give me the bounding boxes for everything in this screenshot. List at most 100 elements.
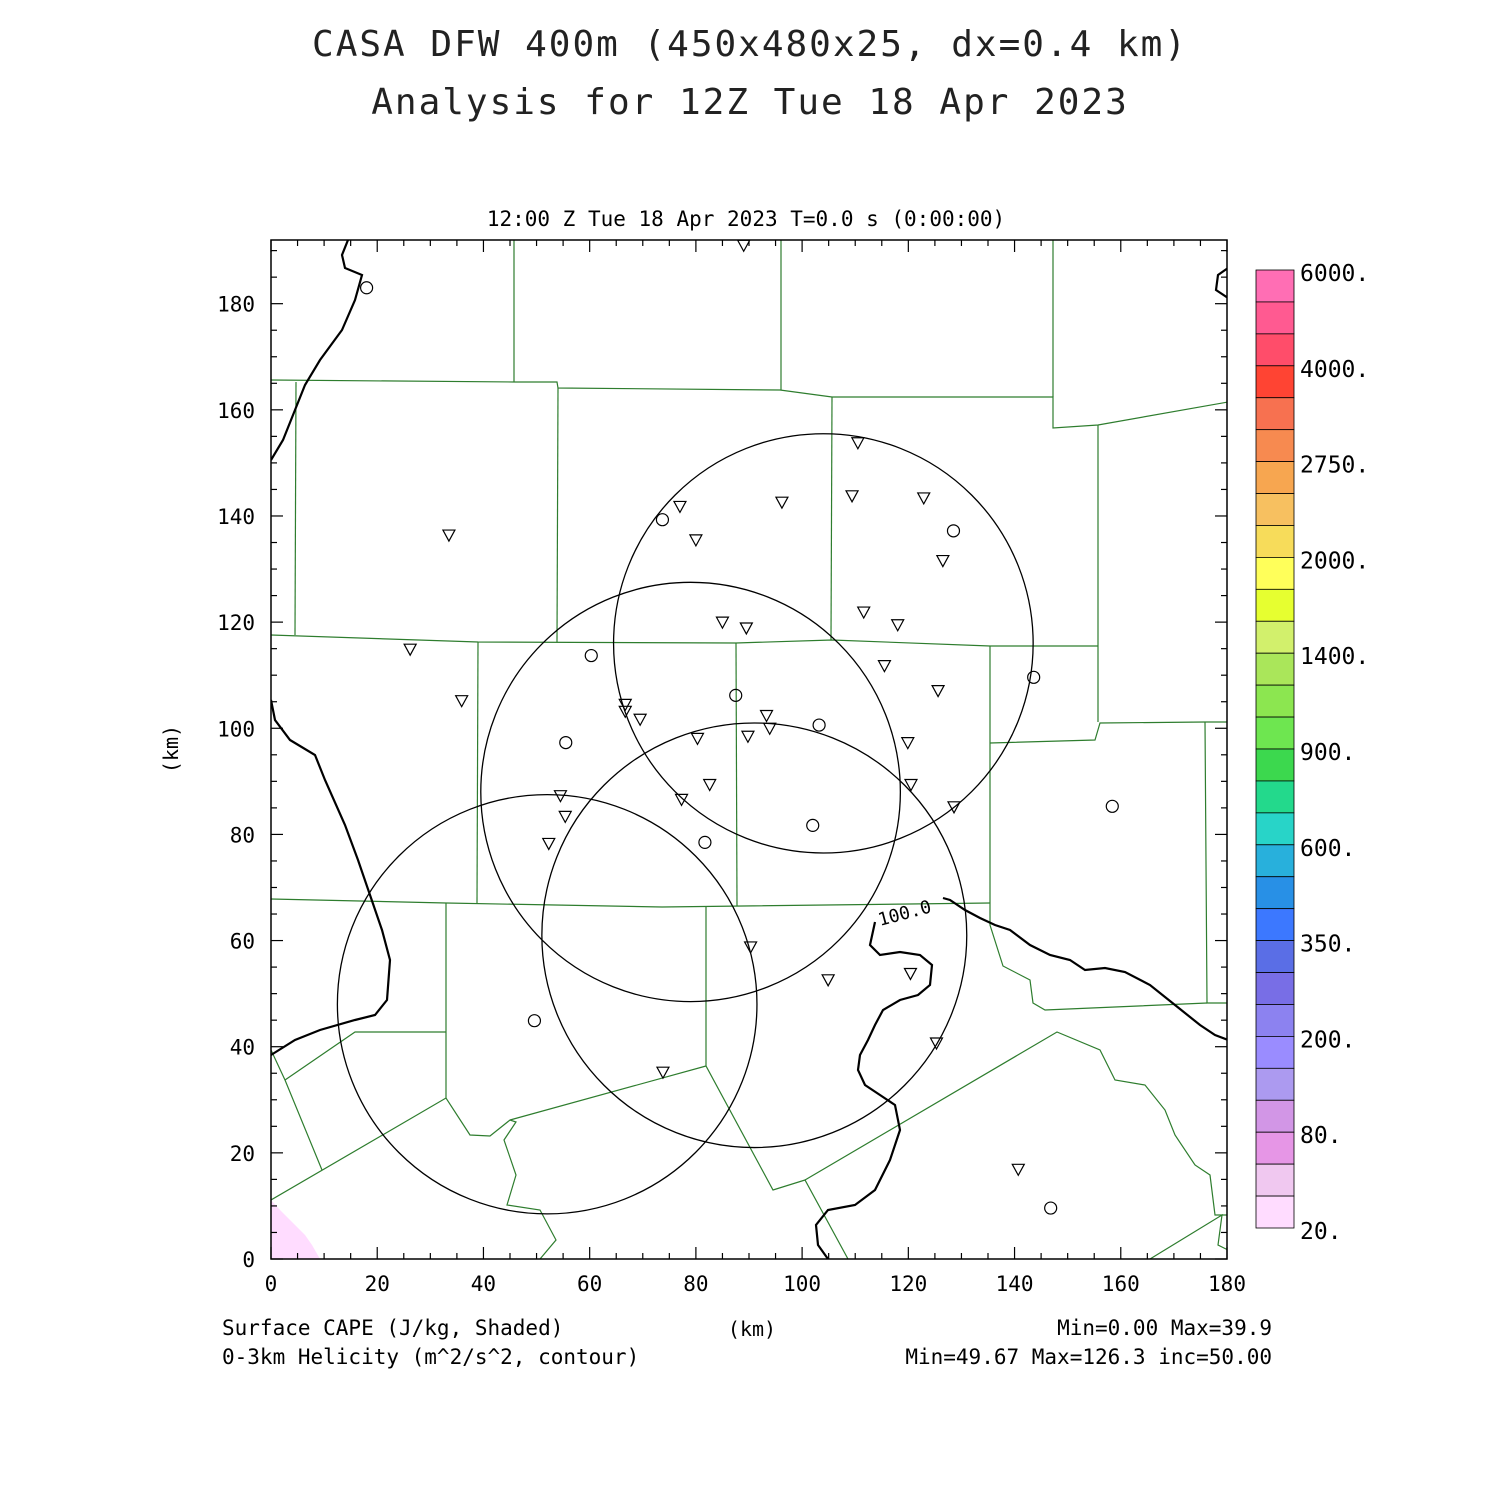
station-triangle-marker <box>672 500 687 514</box>
station-circle-marker <box>946 524 961 538</box>
colorbar-swatch <box>1255 1131 1295 1165</box>
station-triangle-marker <box>935 554 950 568</box>
y-tick-label: 60 <box>230 930 255 954</box>
x-tick-label: 160 <box>1102 1272 1140 1296</box>
colorbar-label: 200. <box>1300 1027 1355 1053</box>
station-triangle-marker <box>931 684 946 698</box>
axis-ticks <box>270 240 1228 1260</box>
colorbar-swatch <box>1255 1099 1295 1133</box>
colorbar-label: 2750. <box>1300 453 1369 479</box>
colorbar-swatch <box>1255 716 1295 750</box>
colorbar <box>1255 269 1295 1229</box>
cape-shaded-area <box>271 1200 320 1259</box>
radar-ring <box>480 581 902 1003</box>
helicity-field-name: 0-3km Helicity (m^2/s^2, contour) <box>222 1345 640 1369</box>
colorbar-swatch <box>1255 780 1295 814</box>
colorbar-swatch <box>1255 972 1295 1005</box>
station-circle-marker <box>1044 1201 1058 1215</box>
colorbar-swatch <box>1255 301 1295 335</box>
station-triangle-marker <box>618 698 633 712</box>
plot-subtitle-time: Analysis for 12Z Tue 18 Apr 2023 <box>371 82 1129 123</box>
station-triangle-marker <box>715 616 730 630</box>
station-triangle-marker <box>762 722 777 736</box>
y-tick-label: 20 <box>230 1142 255 1166</box>
colorbar-swatch <box>1255 940 1295 973</box>
station-triangle-marker <box>674 793 689 807</box>
station-circle-marker <box>729 688 743 702</box>
x-tick-label: 140 <box>996 1272 1034 1296</box>
valid-time-label: 12:00 Z Tue 18 Apr 2023 T=0.0 s (0:00:00… <box>487 207 1005 231</box>
station-circle-marker <box>812 718 826 732</box>
station-triangle-marker <box>736 240 751 253</box>
station-triangle-marker <box>739 622 754 636</box>
station-triangle-marker <box>877 660 892 673</box>
station-circle-marker <box>559 736 573 750</box>
station-triangle-marker <box>916 492 931 506</box>
station-triangle-marker <box>850 437 865 450</box>
station-triangle-marker <box>454 695 469 708</box>
station-triangle-marker <box>856 606 871 620</box>
x-tick-label: 60 <box>577 1272 602 1296</box>
y-axis-label: (km) <box>159 725 183 773</box>
colorbar-swatch <box>1255 908 1295 942</box>
station-circle-marker <box>360 281 374 295</box>
colorbar-swatch <box>1255 588 1295 622</box>
colorbar-swatch <box>1255 557 1295 590</box>
x-tick-label: 0 <box>265 1272 278 1296</box>
station-triangle-marker <box>1011 1163 1026 1177</box>
colorbar-swatch <box>1255 525 1295 558</box>
cape-stats: Min=0.00 Max=39.9 <box>1057 1316 1272 1340</box>
station-triangle-marker <box>690 732 705 746</box>
y-tick-label: 180 <box>217 293 255 317</box>
x-tick-label: 120 <box>889 1272 927 1296</box>
colorbar-label: 80. <box>1300 1123 1342 1149</box>
colorbar-swatch <box>1255 333 1295 367</box>
station-circle-marker <box>806 818 820 832</box>
station-triangle-marker <box>558 810 573 824</box>
colorbar-label: 6000. <box>1300 261 1369 287</box>
radar-range-rings <box>336 433 1034 1215</box>
river-lines <box>271 240 1227 1259</box>
colorbar-swatch <box>1255 844 1295 878</box>
station-triangle-marker <box>403 643 418 657</box>
colorbar-swatch <box>1255 429 1295 462</box>
county-boundaries <box>271 240 1227 1259</box>
colorbar-labels: 6000. 4000. 2750. 2000. 1400. 900. 600. 350. 200… <box>1300 261 1369 1245</box>
x-axis-label: (km) <box>728 1317 776 1341</box>
y-tick-label: 40 <box>230 1036 255 1060</box>
colorbar-label: 20. <box>1300 1219 1342 1245</box>
x-tick-label: 20 <box>365 1272 390 1296</box>
y-tick-label: 120 <box>217 611 255 635</box>
colorbar-swatch <box>1255 1036 1295 1069</box>
station-circle-marker <box>1105 799 1119 813</box>
station-triangle-marker <box>743 941 758 955</box>
station-triangle-marker <box>900 737 915 750</box>
station-triangle-marker <box>688 534 703 548</box>
station-triangle-marker <box>740 730 755 744</box>
y-tick-label: 0 <box>242 1248 255 1272</box>
colorbar-label: 4000. <box>1300 357 1369 383</box>
station-circle-marker <box>1027 670 1041 684</box>
colorbar-swatch <box>1255 1163 1295 1197</box>
radar-ring <box>612 433 1034 854</box>
colorbar-label: 600. <box>1300 836 1355 862</box>
colorbar-swatch <box>1255 1195 1295 1229</box>
station-markers <box>360 240 1119 1215</box>
plot-title: CASA DFW 400m (450x480x25, dx=0.4 km) <box>312 24 1188 65</box>
station-triangle-marker <box>903 778 918 792</box>
colorbar-label: 900. <box>1300 740 1355 766</box>
station-triangle-marker <box>774 496 789 510</box>
colorbar-swatch <box>1255 684 1295 718</box>
plot-frame <box>270 239 1228 1260</box>
y-tick-label: 100 <box>217 717 255 741</box>
helicity-stats: Min=49.67 Max=126.3 inc=50.00 <box>905 1345 1272 1369</box>
colorbar-swatch <box>1255 365 1295 399</box>
colorbar-swatch <box>1255 1067 1295 1101</box>
station-triangle-marker <box>618 705 633 719</box>
colorbar-label: 1400. <box>1300 644 1369 670</box>
station-triangle-marker <box>821 974 836 988</box>
station-triangle-marker <box>553 790 568 803</box>
colorbar-swatch <box>1255 876 1295 910</box>
x-tick-label: 180 <box>1208 1272 1246 1296</box>
